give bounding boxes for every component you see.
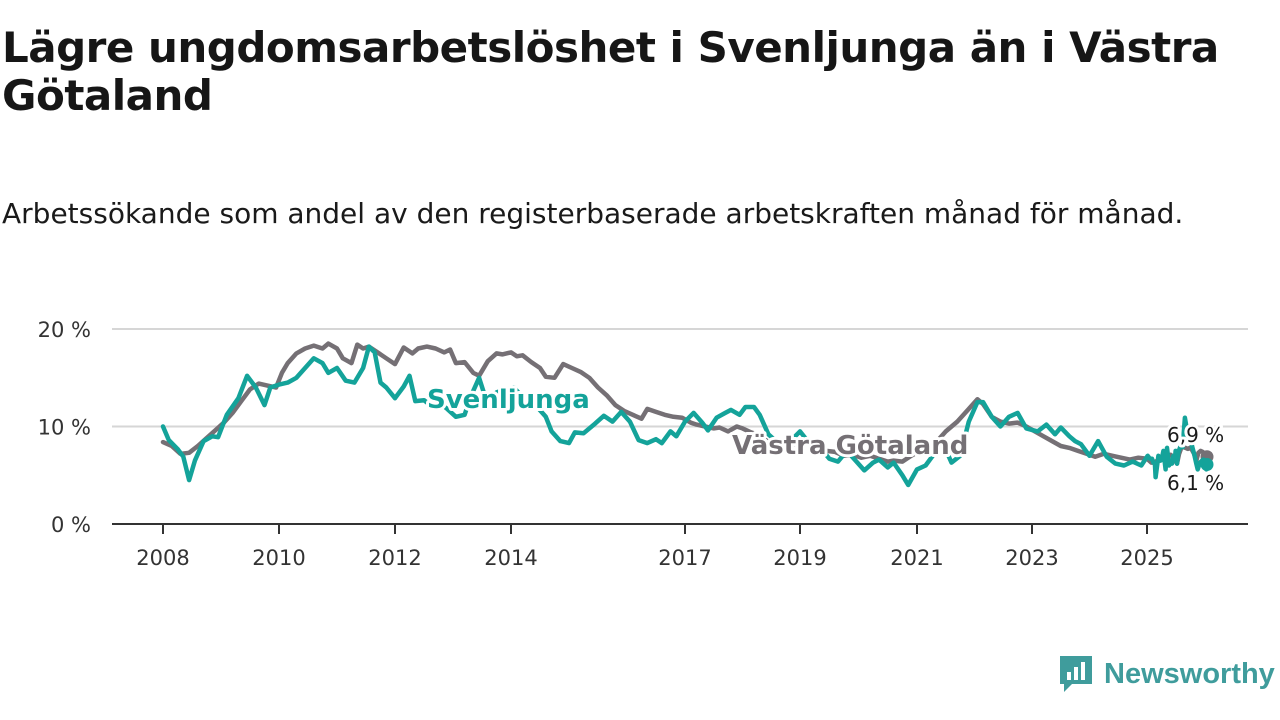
end-value-vastra-gotaland: 6,9 % bbox=[1167, 423, 1224, 447]
y-axis-tick-labels: 0 % 10 % 20 % bbox=[38, 318, 91, 537]
series-label-svenljunga: Svenljunga bbox=[427, 385, 590, 415]
end-value-svenljunga-halo: 6,1 % bbox=[1167, 471, 1224, 495]
y-tick-label: 10 % bbox=[38, 416, 91, 440]
x-tick-label: 2012 bbox=[368, 546, 421, 570]
newsworthy-logo-icon bbox=[1060, 656, 1092, 692]
end-value-svenljunga: 6,1 % bbox=[1167, 471, 1224, 495]
x-tick-label: 2023 bbox=[1005, 546, 1058, 570]
x-tick-label: 2008 bbox=[136, 546, 189, 570]
series-line-svenljunga bbox=[160, 344, 1210, 488]
y-tick-label: 20 % bbox=[38, 318, 91, 342]
brand-logo: Newsworthy bbox=[1058, 652, 1275, 696]
grid-lines bbox=[112, 328, 1248, 428]
x-tick-label: 2025 bbox=[1120, 546, 1173, 570]
chart-subtitle: Arbetssökande som andel av den registerb… bbox=[2, 197, 1184, 230]
series-lines bbox=[160, 341, 1214, 488]
series-label-vastra-gotaland: Västra Götaland bbox=[732, 431, 968, 461]
y-tick-label: 0 % bbox=[51, 513, 91, 537]
x-axis-tick-labels: 2008 2010 2012 2014 2017 2019 2021 2023 2025 bbox=[136, 546, 1173, 570]
series-label-svenljunga-halo: Svenljunga bbox=[427, 385, 590, 415]
chart-title: Lägre ungdomsarbetslöshet i Svenljunga ä… bbox=[2, 23, 1219, 120]
brand-name: Newsworthy bbox=[1104, 657, 1275, 690]
x-tick-label: 2014 bbox=[484, 546, 537, 570]
x-axis bbox=[112, 523, 1248, 534]
x-tick-label: 2021 bbox=[890, 546, 943, 570]
x-tick-label: 2019 bbox=[773, 546, 826, 570]
x-tick-label: 2010 bbox=[252, 546, 305, 570]
end-point-svenljunga bbox=[1200, 458, 1214, 472]
x-tick-label: 2017 bbox=[658, 546, 711, 570]
series-label-vastra-gotaland-halo: Västra Götaland bbox=[732, 431, 968, 461]
end-value-vastra-gotaland-halo: 6,9 % bbox=[1167, 423, 1224, 447]
